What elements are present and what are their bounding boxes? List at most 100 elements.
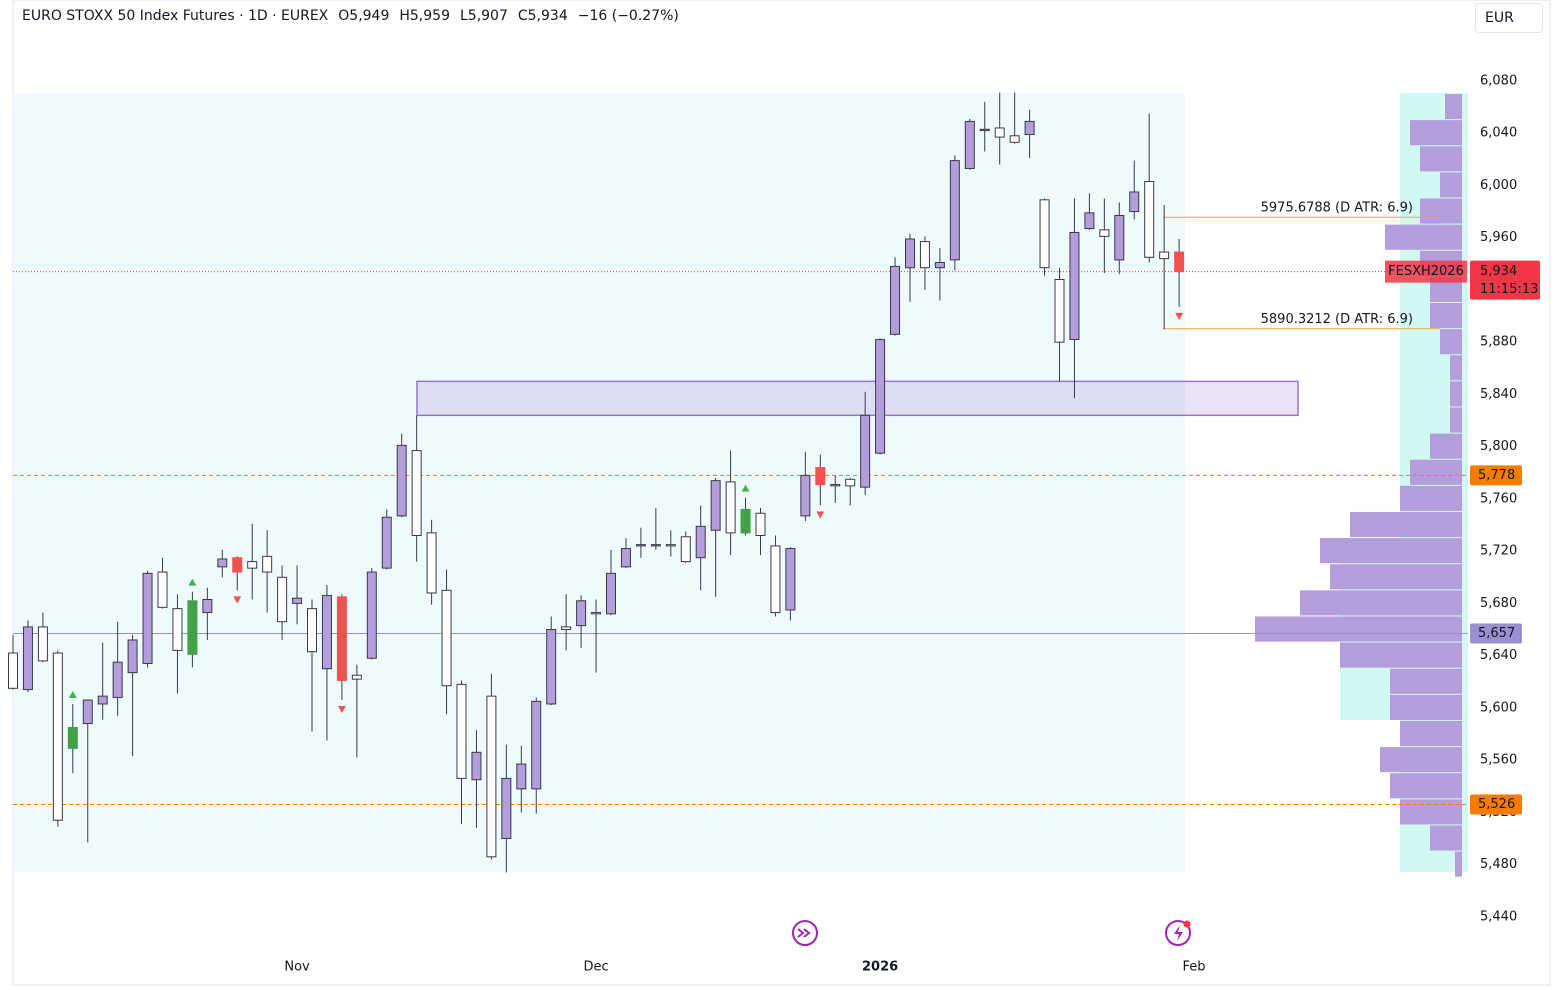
candle-body xyxy=(8,652,18,689)
candle-body xyxy=(1084,212,1095,230)
volume-profile-bar xyxy=(1440,329,1462,355)
volume-profile-bar xyxy=(1430,825,1462,851)
candle-body xyxy=(770,545,781,614)
ohlc-value: C5,934 xyxy=(517,8,568,24)
level-label: 5,526 xyxy=(1478,797,1515,812)
volume-profile-bar xyxy=(1430,302,1462,329)
event-icon[interactable] xyxy=(1165,920,1191,946)
countdown-label: 11:15:13 xyxy=(1480,282,1538,297)
level-badge xyxy=(1470,623,1522,644)
legend-header: EURO STOXX 50 Index Futures · 1D · EUREX… xyxy=(22,8,679,24)
signal-marker xyxy=(1175,312,1184,320)
candle-body xyxy=(1114,214,1125,261)
candle-body xyxy=(307,608,317,653)
candle-body xyxy=(875,339,886,454)
y-tick-label: 5,600 xyxy=(1480,700,1517,715)
y-tick-label: 6,040 xyxy=(1480,126,1517,141)
volume-profile-bar xyxy=(1385,224,1462,250)
candle-body xyxy=(1144,181,1155,258)
candle-body xyxy=(949,160,960,261)
ohlc-value: O5,949 xyxy=(338,8,390,24)
volume-profile-bar xyxy=(1450,407,1462,433)
volume-profile-bar xyxy=(1410,459,1462,485)
candle-body xyxy=(665,544,676,547)
candle-body xyxy=(366,571,377,659)
y-tick-label: 5,560 xyxy=(1480,753,1517,768)
candle-body xyxy=(142,572,153,664)
volume-profile-bar xyxy=(1410,120,1462,146)
candle-body xyxy=(1129,191,1140,213)
candle-body xyxy=(202,598,213,614)
candle-body xyxy=(486,695,497,858)
supply-zone xyxy=(416,380,1299,417)
candle-body xyxy=(650,544,661,547)
volume-profile-bar xyxy=(1440,172,1462,198)
candle-body xyxy=(964,120,975,169)
candle-body xyxy=(785,548,796,611)
candle-body xyxy=(531,700,542,790)
candle-body xyxy=(815,467,826,486)
volume-profile-bar xyxy=(1445,94,1462,120)
signal-marker xyxy=(233,596,242,604)
volume-profile-bar xyxy=(1420,146,1462,172)
y-tick-label: 5,440 xyxy=(1480,909,1517,924)
candle-body xyxy=(396,444,407,517)
candle-body xyxy=(277,576,288,623)
candle-body xyxy=(830,484,841,487)
ohlc-value: L5,907 xyxy=(459,8,508,24)
candle-body xyxy=(680,536,691,563)
candle-body xyxy=(994,127,1005,138)
volume-profile-bar xyxy=(1400,485,1462,511)
x-tick-label: 2026 xyxy=(862,960,898,975)
candle-body xyxy=(1159,251,1170,260)
candle-body xyxy=(157,571,168,608)
candle-body xyxy=(516,763,527,790)
candle-body xyxy=(546,629,557,705)
atr-label: 5975.6788 (D ATR: 6.9) xyxy=(1261,201,1413,216)
candle-body xyxy=(82,699,93,725)
candle-body xyxy=(426,532,437,594)
symbol-title: EURO STOXX 50 Index Futures · 1D · EUREX xyxy=(22,8,329,24)
candle-body xyxy=(1039,199,1050,269)
candle-body xyxy=(1174,251,1185,273)
y-tick-label: 5,480 xyxy=(1480,857,1517,872)
candle-body xyxy=(1024,120,1035,135)
candle-body xyxy=(710,480,721,531)
candle-body xyxy=(576,600,587,627)
currency-button[interactable]: EUR xyxy=(1475,3,1543,33)
candle-body xyxy=(755,512,766,536)
x-tick-label: Feb xyxy=(1183,960,1206,975)
level-badge xyxy=(1470,465,1522,486)
candle-body xyxy=(501,777,512,840)
candle-body xyxy=(321,595,332,670)
candle-body xyxy=(1099,229,1110,237)
symbol-label: FESXH2026 xyxy=(1388,264,1464,279)
y-tick-label: 5,880 xyxy=(1480,335,1517,350)
session-icon[interactable] xyxy=(792,920,818,946)
candle-body xyxy=(606,572,616,615)
ohlc-change: −16 (−0.27%) xyxy=(577,8,679,24)
candle-body xyxy=(292,597,303,604)
candle-body xyxy=(471,751,482,781)
candle-body xyxy=(247,561,258,569)
candle-body xyxy=(890,265,901,335)
ohlc-value: H5,959 xyxy=(399,8,450,24)
y-tick-label: 5,760 xyxy=(1480,491,1517,506)
x-tick-label: Nov xyxy=(284,960,310,975)
volume-profile-bar xyxy=(1300,590,1462,616)
candle-body xyxy=(22,626,33,691)
candle-body xyxy=(456,683,467,779)
last-price-label: 5,934 xyxy=(1480,264,1517,279)
signal-marker xyxy=(741,484,750,492)
candle-body xyxy=(591,612,602,615)
level-label: 5,778 xyxy=(1478,468,1515,483)
candle-body xyxy=(1054,278,1065,343)
level-label: 5,657 xyxy=(1478,626,1515,641)
signal-marker xyxy=(68,690,77,698)
level-badge xyxy=(1470,794,1522,815)
volume-profile-bar xyxy=(1390,694,1462,720)
candle-body xyxy=(351,674,362,680)
volume-profile-bar xyxy=(1450,381,1462,407)
